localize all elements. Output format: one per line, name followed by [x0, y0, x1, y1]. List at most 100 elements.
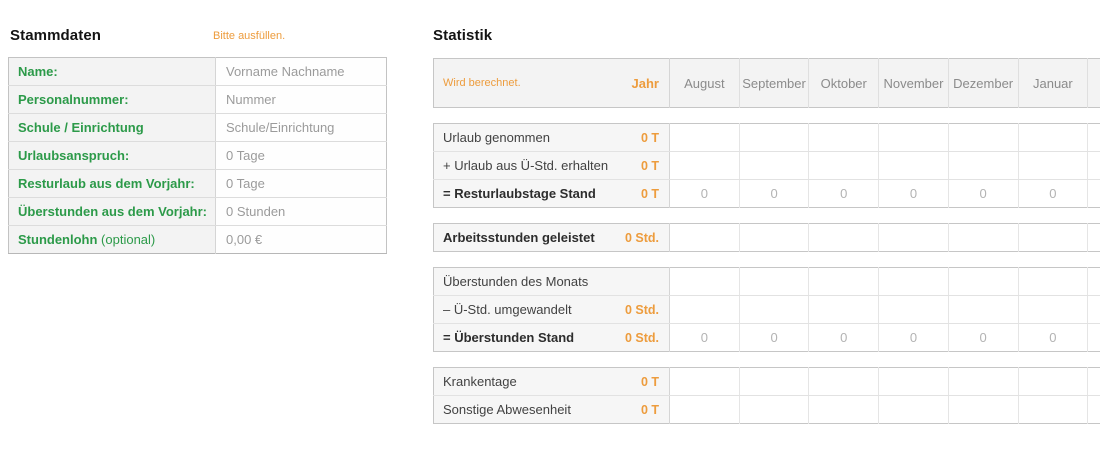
month-data-cell[interactable] [738, 123, 809, 152]
month-data-cell[interactable] [738, 223, 809, 252]
month-data-cell[interactable]: 0 [738, 179, 809, 208]
month-data-cell[interactable] [878, 267, 949, 296]
month-data-cell[interactable]: 0 [1017, 323, 1088, 352]
statistik-table: Wird berechnet. Jahr August September Okto… [433, 58, 1100, 424]
month-data-cell[interactable] [738, 267, 809, 296]
month-data-cell[interactable] [808, 367, 879, 396]
month-data-cell[interactable]: 0 [1017, 179, 1088, 208]
month-data-cell[interactable]: 0 [738, 323, 809, 352]
month-data-cell[interactable] [878, 395, 949, 424]
month-data-cell[interactable] [669, 123, 740, 152]
month-data-cell[interactable] [878, 223, 949, 252]
stammdaten-row: Schule / Einrichtung Schule/Einrichtung [8, 113, 387, 142]
statistik-group-table: Überstunden des Monats – Ü-Std. umgewande… [433, 267, 1100, 352]
month-column-header: August [669, 58, 740, 108]
stammdaten-value-cell[interactable]: Schule/Einrichtung [215, 113, 387, 142]
month-data-cell[interactable] [808, 395, 879, 424]
stammdaten-label: Stundenlohn (optional) [8, 225, 216, 254]
month-data-cell[interactable] [669, 267, 740, 296]
stammdaten-value-cell[interactable]: Nummer [215, 85, 387, 114]
month-data-cell[interactable] [947, 367, 1019, 396]
stammdaten-row: Überstunden aus dem Vorjahr: 0 Stunden [8, 197, 387, 226]
month-data-cell[interactable] [947, 151, 1019, 180]
month-data-cell[interactable]: 0 [1087, 323, 1100, 352]
statistik-title: Statistik [433, 27, 493, 44]
month-data-cell[interactable] [1087, 223, 1100, 252]
month-data-cell[interactable] [1087, 395, 1100, 424]
month-data-cell[interactable] [669, 395, 740, 424]
month-data-cell[interactable] [1087, 123, 1100, 152]
statistik-groups: Urlaub genommen 0 T + Urlaub aus Ü-Std. er… [433, 123, 1100, 424]
month-column-header: November [878, 58, 949, 108]
stammdaten-row: Name: Vorname Nachname [8, 57, 387, 86]
month-data-cell[interactable] [669, 151, 740, 180]
month-data-cell[interactable] [738, 295, 809, 324]
month-data-cell[interactable] [947, 395, 1019, 424]
month-data-cell[interactable]: 0 [808, 323, 879, 352]
statistik-hint: Wird berechnet. [443, 77, 521, 89]
jahr-value: 0 T [640, 374, 659, 389]
month-data-cell[interactable] [878, 367, 949, 396]
stammdaten-row: Personalnummer: Nummer [8, 85, 387, 114]
statistik-header-row: Wird berechnet. Jahr August September Okto… [433, 58, 1100, 108]
month-data-cell[interactable]: 0 [878, 323, 949, 352]
month-data-cell[interactable] [1087, 367, 1100, 396]
month-data-cell[interactable] [947, 123, 1019, 152]
month-data-cell[interactable] [1087, 151, 1100, 180]
month-data-cell[interactable] [1017, 151, 1088, 180]
statistik-row-label-cell: = Resturlaubstage Stand 0 T [433, 179, 670, 208]
month-data-cell[interactable]: 0 [669, 323, 740, 352]
statistik-group-table: Arbeitsstunden geleistet 0 Std. [433, 223, 1100, 252]
month-data-cell[interactable] [1017, 223, 1088, 252]
stammdaten-value-cell[interactable]: 0 Tage [215, 141, 387, 170]
jahr-value: 0 T [640, 130, 659, 145]
month-data-cell[interactable] [669, 223, 740, 252]
statistik-row: Überstunden des Monats [433, 267, 1100, 296]
month-data-cell[interactable] [878, 123, 949, 152]
month-data-cell[interactable] [1017, 267, 1088, 296]
month-data-cell[interactable] [808, 223, 879, 252]
stammdaten-value-cell[interactable]: 0 Stunden [215, 197, 387, 226]
month-data-cell[interactable] [808, 151, 879, 180]
month-data-cell[interactable] [1087, 295, 1100, 324]
month-data-cell[interactable] [738, 151, 809, 180]
jahr-value: 0 Std. [624, 330, 659, 345]
month-data-cell[interactable] [738, 367, 809, 396]
month-data-cell[interactable]: 0 [947, 323, 1019, 352]
month-data-cell[interactable]: 0 [808, 179, 879, 208]
stammdaten-value-cell[interactable]: 0,00 € [215, 225, 387, 254]
month-data-cell[interactable] [878, 151, 949, 180]
month-data-cell[interactable] [1087, 267, 1100, 296]
month-data-cell[interactable]: 0 [947, 179, 1019, 208]
month-data-cell[interactable] [1017, 395, 1088, 424]
stammdaten-value-cell[interactable]: Vorname Nachname [215, 57, 387, 86]
month-data-cell[interactable] [947, 223, 1019, 252]
month-data-cell[interactable] [878, 295, 949, 324]
month-data-cell[interactable] [738, 395, 809, 424]
statistik-row-label-cell: Urlaub genommen 0 T [433, 123, 670, 152]
statistik-row: Sonstige Abwesenheit 0 T [433, 395, 1100, 424]
statistik-row: Krankentage 0 T [433, 367, 1100, 396]
month-data-cell[interactable] [1017, 367, 1088, 396]
month-data-cell[interactable] [808, 295, 879, 324]
statistik-row-label-cell: Krankentage 0 T [433, 367, 670, 396]
jahr-value: 0 T [640, 186, 659, 201]
month-data-cell[interactable] [808, 267, 879, 296]
month-data-cell[interactable] [1017, 123, 1088, 152]
month-data-cell[interactable] [947, 295, 1019, 324]
month-data-cell[interactable]: 0 [669, 179, 740, 208]
month-data-cell[interactable] [808, 123, 879, 152]
stammdaten-row: Resturlaub aus dem Vorjahr: 0 Tage [8, 169, 387, 198]
month-data-cell[interactable] [669, 295, 740, 324]
month-data-cell[interactable]: 0 [1087, 179, 1100, 208]
month-data-cell[interactable] [947, 267, 1019, 296]
month-data-cell[interactable] [1017, 295, 1088, 324]
stammdaten-label: Überstunden aus dem Vorjahr: [8, 197, 216, 226]
stammdaten-value-cell[interactable]: 0 Tage [215, 169, 387, 198]
month-data-cell[interactable] [669, 367, 740, 396]
statistik-header-label-cell: Wird berechnet. Jahr [433, 58, 670, 108]
month-data-cell[interactable]: 0 [878, 179, 949, 208]
statistik-row: Arbeitsstunden geleistet 0 Std. [433, 223, 1100, 252]
